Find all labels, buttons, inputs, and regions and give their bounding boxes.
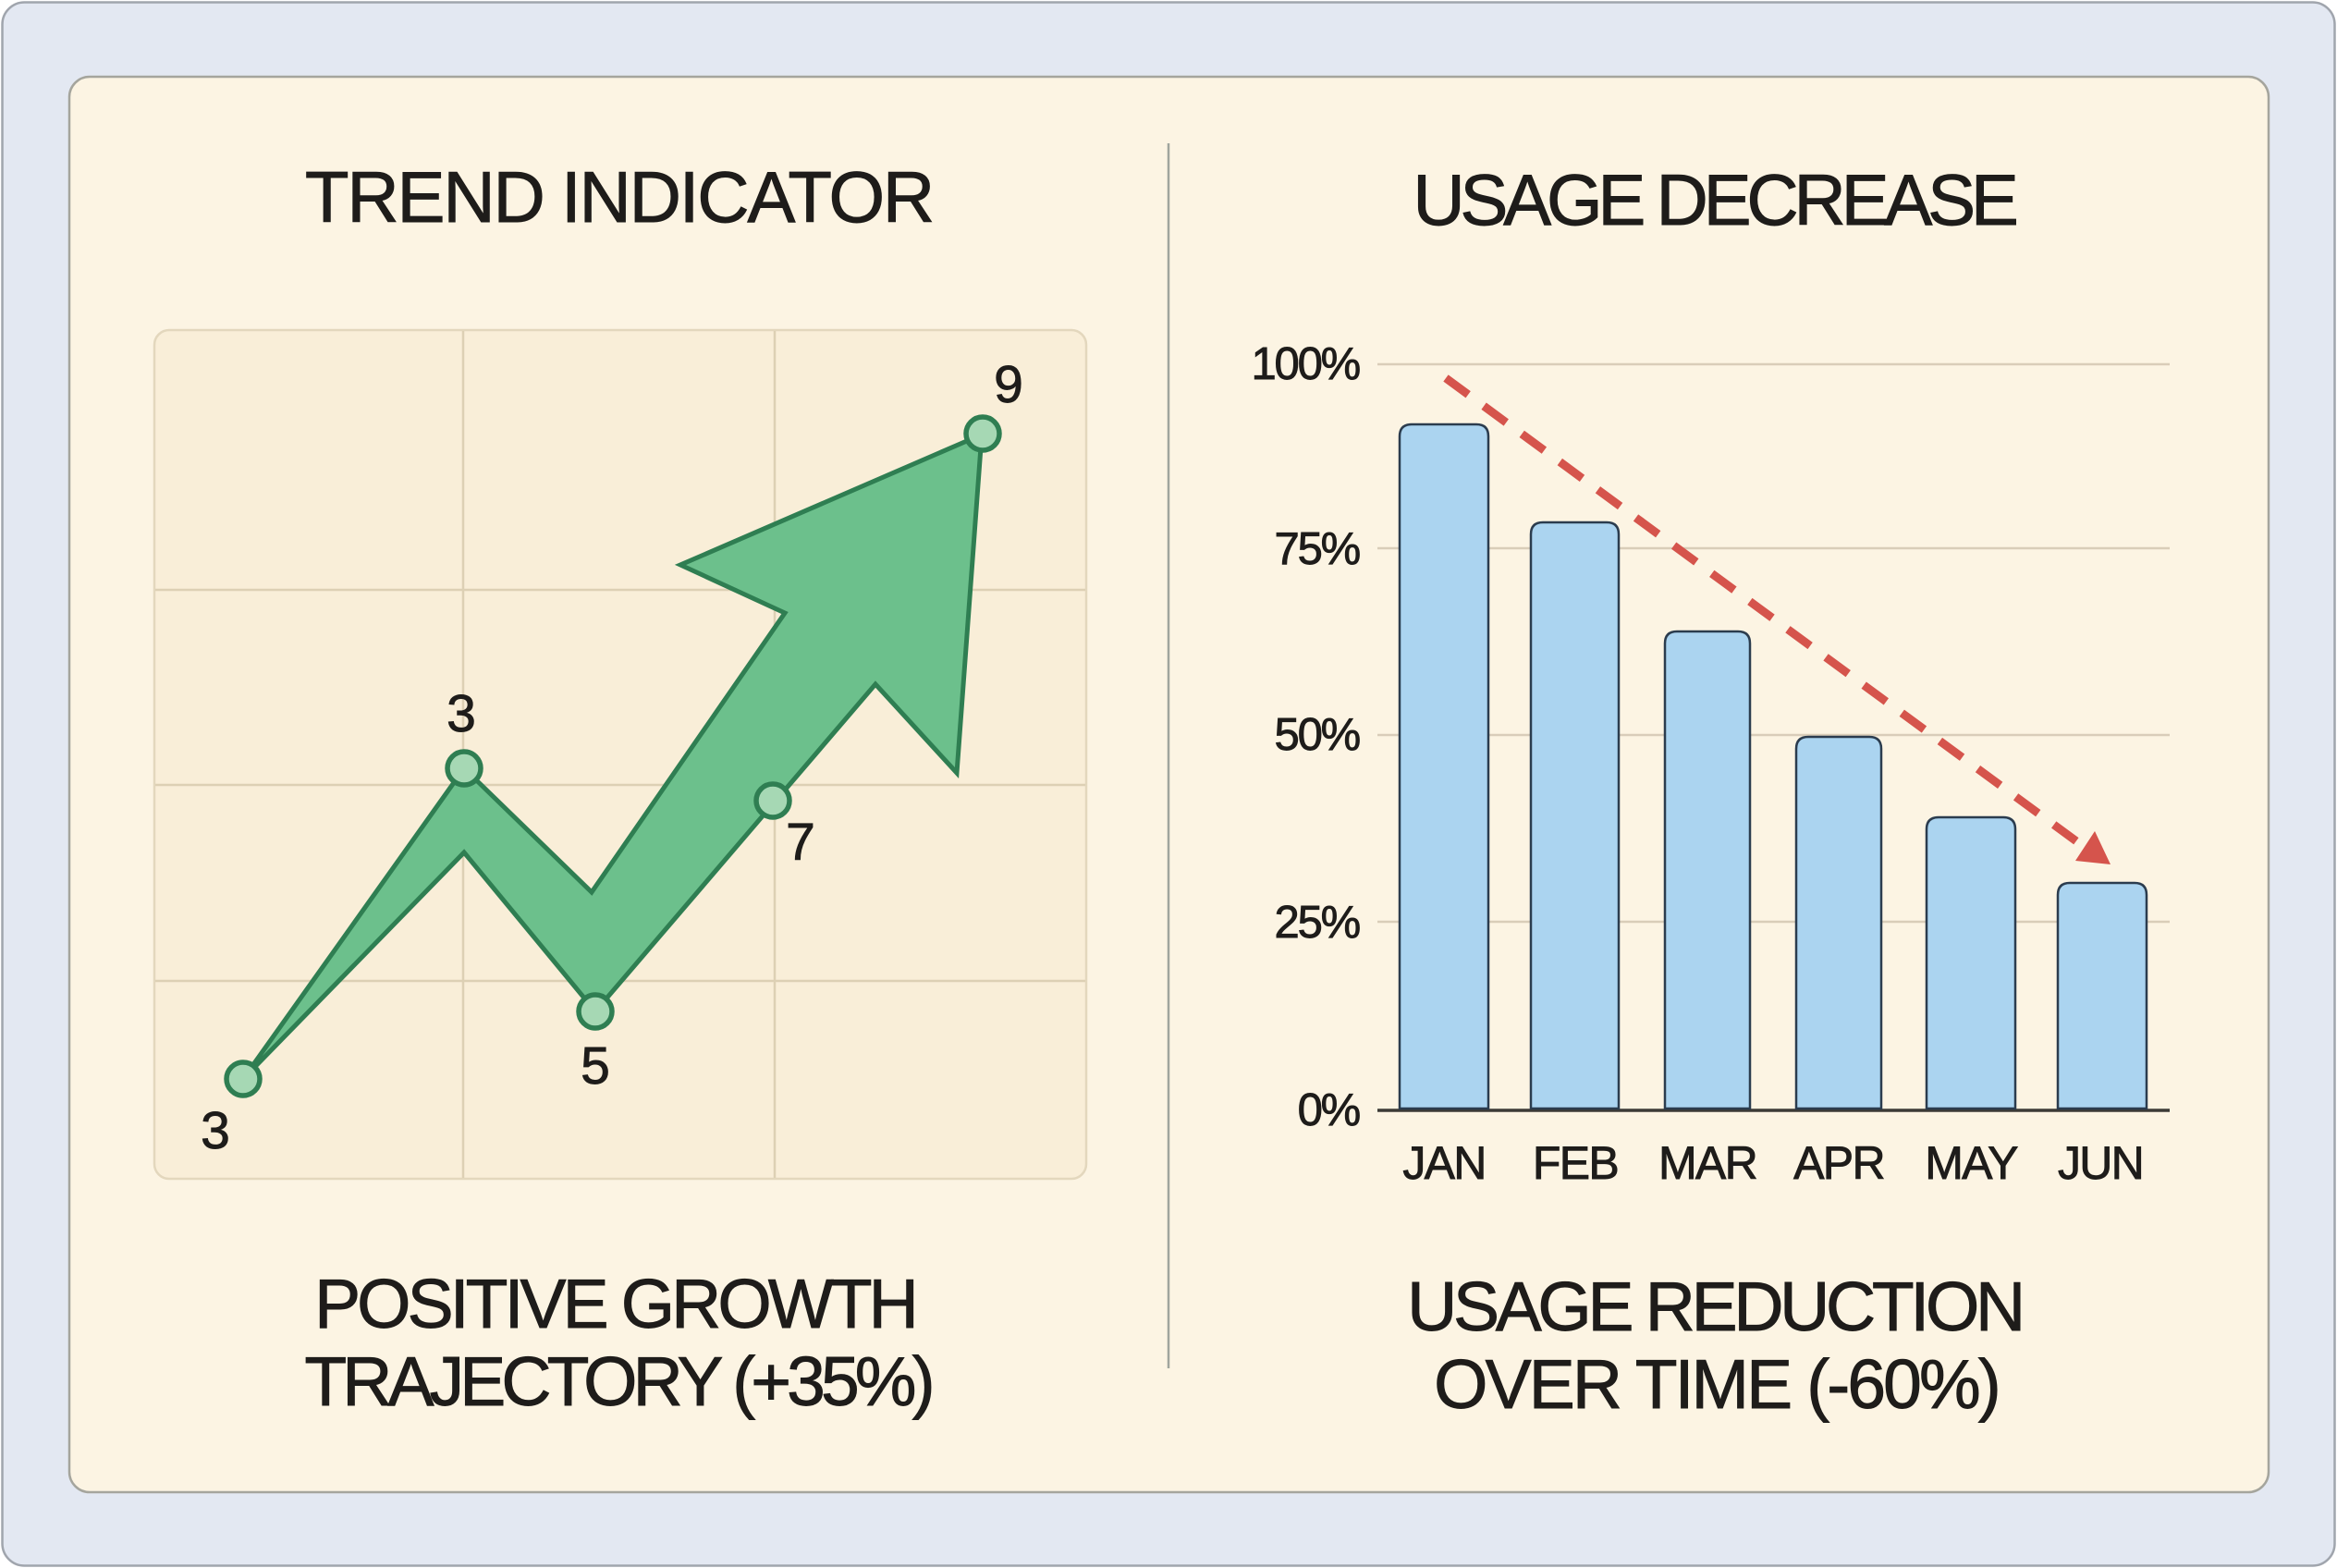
svg-text:TREND INDICATOR: TREND INDICATOR xyxy=(305,156,933,238)
svg-text:OVER TIME (-60%): OVER TIME (-60%) xyxy=(1434,1345,1999,1423)
svg-text:MAR: MAR xyxy=(1658,1137,1756,1189)
svg-text:JUN: JUN xyxy=(2058,1137,2143,1189)
svg-text:USAGE DECREASE: USAGE DECREASE xyxy=(1413,159,2016,240)
svg-text:MAY: MAY xyxy=(1925,1137,2018,1189)
svg-text:APR: APR xyxy=(1793,1137,1884,1189)
svg-text:100%: 100% xyxy=(1251,339,1359,389)
svg-text:FEB: FEB xyxy=(1533,1137,1618,1189)
svg-text:50%: 50% xyxy=(1275,710,1360,760)
svg-text:POSITIVE GROWTH: POSITIVE GROWTH xyxy=(314,1265,915,1342)
svg-text:3: 3 xyxy=(447,684,476,743)
svg-text:5: 5 xyxy=(581,1036,610,1096)
svg-text:25%: 25% xyxy=(1275,898,1360,948)
svg-text:JAN: JAN xyxy=(1402,1137,1485,1189)
svg-text:9: 9 xyxy=(994,355,1023,414)
svg-text:USAGE REDUCTION: USAGE REDUCTION xyxy=(1407,1268,2022,1345)
svg-text:3: 3 xyxy=(201,1101,230,1160)
svg-text:TRAJECTORY (+35%): TRAJECTORY (+35%) xyxy=(304,1342,931,1420)
svg-text:0%: 0% xyxy=(1298,1085,1360,1135)
svg-text:75%: 75% xyxy=(1275,524,1360,574)
svg-text:7: 7 xyxy=(786,813,815,872)
